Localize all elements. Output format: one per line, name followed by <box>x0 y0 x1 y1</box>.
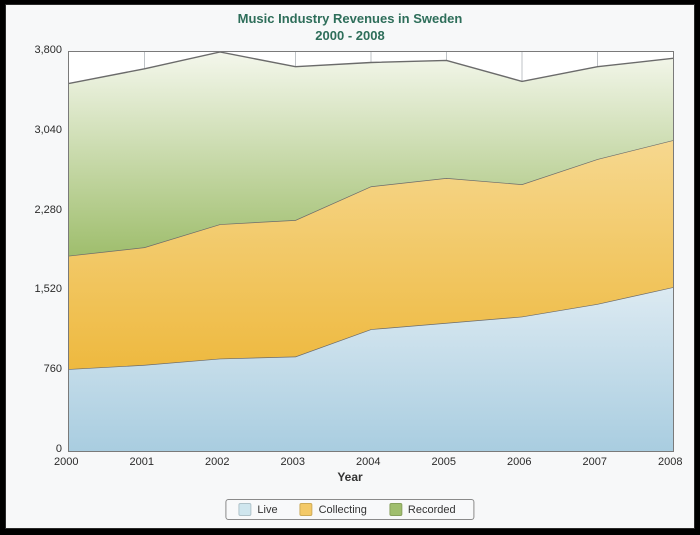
legend-item: Collecting <box>300 503 367 516</box>
legend-swatch <box>389 503 402 516</box>
legend-label: Live <box>257 504 277 516</box>
chart-title-line2: 2000 - 2008 <box>315 28 384 43</box>
legend: Live Collecting Recorded <box>225 499 474 520</box>
legend-label: Collecting <box>319 504 367 516</box>
y-tick-label: 1,520 <box>34 283 62 295</box>
legend-swatch <box>238 503 251 516</box>
y-tick-label: 2,280 <box>34 204 62 216</box>
x-tick-label: 2005 <box>432 456 456 468</box>
y-tick-label: 3,040 <box>34 124 62 136</box>
x-tick-label: 2000 <box>54 456 78 468</box>
y-tick-label: 0 <box>56 443 62 455</box>
y-tick-label: 3,800 <box>34 44 62 56</box>
chart-title-line1: Music Industry Revenues in Sweden <box>238 11 463 26</box>
x-tick-label: 2003 <box>281 456 305 468</box>
legend-label: Recorded <box>408 504 456 516</box>
x-tick-label: 2001 <box>130 456 154 468</box>
legend-swatch <box>300 503 313 516</box>
x-tick-label: 2008 <box>658 456 682 468</box>
x-axis-label: Year <box>6 470 694 484</box>
x-tick-label: 2007 <box>583 456 607 468</box>
chart-frame: Music Industry Revenues in Sweden 2000 -… <box>5 4 695 529</box>
x-tick-label: 2006 <box>507 456 531 468</box>
legend-item: Recorded <box>389 503 456 516</box>
stacked-area-svg <box>69 52 673 451</box>
chart-title: Music Industry Revenues in Sweden 2000 -… <box>6 5 694 44</box>
y-tick-label: 760 <box>44 363 62 375</box>
legend-item: Live <box>238 503 277 516</box>
x-tick-label: 2002 <box>205 456 229 468</box>
x-tick-label: 2004 <box>356 456 380 468</box>
plot-area <box>68 51 674 452</box>
